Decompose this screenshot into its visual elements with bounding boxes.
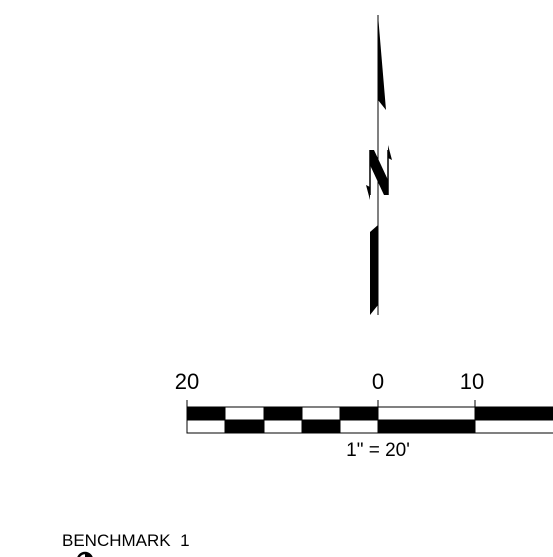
scale-segment xyxy=(263,419,303,434)
scale-label: 10 xyxy=(460,369,484,394)
north-arrow-head xyxy=(378,15,386,110)
scale-bar xyxy=(186,400,553,434)
north-arrow-tail xyxy=(370,225,378,315)
benchmark-symbol-fill xyxy=(85,553,92,557)
scale-segment xyxy=(301,419,341,434)
scale-segment xyxy=(186,419,226,434)
north-symbol-tick xyxy=(388,145,392,160)
scale-segment xyxy=(224,419,265,434)
scale-segment xyxy=(339,419,379,434)
scale-segment xyxy=(301,406,341,421)
scale-segment xyxy=(186,406,226,421)
north-symbol-tick xyxy=(366,185,370,200)
scale-segment xyxy=(263,406,303,421)
scale-segment xyxy=(339,406,379,421)
scale-segment xyxy=(474,406,553,421)
scale-label: 20 xyxy=(175,369,199,394)
scale-caption: 1" = 20' xyxy=(346,440,410,461)
north-symbol xyxy=(370,150,388,195)
scale-segment xyxy=(224,406,265,421)
scale-segment xyxy=(474,419,553,434)
scale-label: 0 xyxy=(372,369,384,394)
scale-segment xyxy=(377,406,476,421)
benchmark-label: BENCHMARK 1 xyxy=(62,531,190,550)
scale-segment xyxy=(377,419,476,434)
north-arrow xyxy=(366,15,392,315)
